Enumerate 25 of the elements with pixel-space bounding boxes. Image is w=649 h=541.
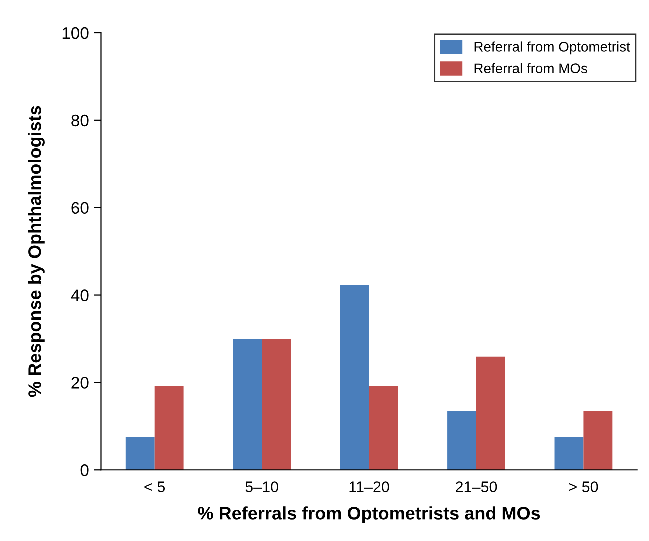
y-axis-title: % Response by Ophthalmologists [28,106,45,398]
x-tick-label: 5–10 [246,482,278,492]
bar [448,411,476,470]
y-tick-label: 100 [62,27,89,40]
x-tick-label: 21–50 [456,482,498,492]
x-axis-title: % Referrals from Optometrists and MOs [198,506,540,524]
bar [126,437,155,470]
legend-label: Referral from Optometrist [474,42,630,55]
bar [369,386,398,470]
bar [262,338,292,470]
legend-label: Referral from MOs [474,63,588,74]
bar [554,437,584,470]
y-tick-label: 80 [72,114,89,127]
bar [340,285,370,470]
y-tick-label: 60 [72,202,89,214]
x-tick-label: > 50 [569,482,598,492]
x-tick-label: 11–20 [350,482,390,492]
x-tick-label: < 5 [144,482,166,492]
y-tick-label: 20 [72,377,89,389]
y-tick-label: 0 [80,464,89,476]
bar [476,356,506,470]
y-tick-label: 40 [71,290,89,302]
bar [233,338,262,470]
bar [584,411,613,470]
bar [154,386,184,470]
